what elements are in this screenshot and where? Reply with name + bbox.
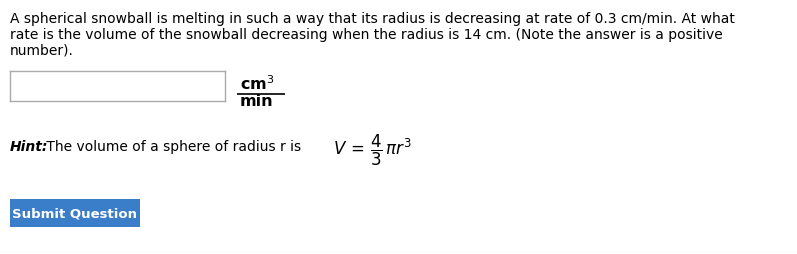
Text: A spherical snowball is melting in such a way that its radius is decreasing at r: A spherical snowball is melting in such … bbox=[10, 12, 735, 26]
Text: min: min bbox=[240, 94, 273, 108]
Text: $V\,=\,\dfrac{4}{3}\,\pi r^3$: $V\,=\,\dfrac{4}{3}\,\pi r^3$ bbox=[333, 133, 412, 168]
Text: number).: number). bbox=[10, 44, 74, 58]
Text: rate is the volume of the snowball decreasing when the radius is 14 cm. (Note th: rate is the volume of the snowball decre… bbox=[10, 28, 723, 42]
Text: Submit Question: Submit Question bbox=[13, 207, 138, 220]
Text: Hint:: Hint: bbox=[10, 139, 49, 153]
Text: The volume of a sphere of radius r is: The volume of a sphere of radius r is bbox=[42, 139, 305, 153]
Text: cm$^3$: cm$^3$ bbox=[240, 74, 274, 92]
